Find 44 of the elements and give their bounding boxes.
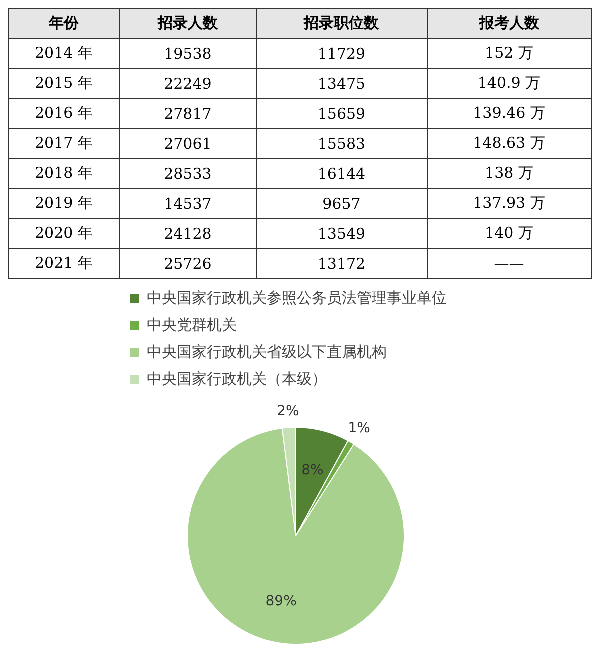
y-tick-label: 2015 年 <box>8 68 120 98</box>
data-label: 16144 <box>256 158 428 188</box>
data-label: 148.63 万 <box>427 128 592 158</box>
data-label: 27817 <box>120 98 256 128</box>
x-tick-label: 报考人数 <box>427 8 592 38</box>
data-label: 9657 <box>256 188 428 218</box>
data-label: 27061 <box>120 128 256 158</box>
x-tick-label: 招录职位数 <box>256 8 428 38</box>
y-axis-title: 年份 <box>8 8 120 38</box>
data-label: 19538 <box>120 38 256 68</box>
data-label: 24128 <box>120 218 256 248</box>
y-tick-label: 2019 年 <box>8 188 120 218</box>
legend-label: 中央国家行政机关参照公务员法管理事业单位 <box>147 289 447 308</box>
y-tick-label: 2017 年 <box>8 128 120 158</box>
data-label: 28533 <box>120 158 256 188</box>
x-tick-label: 招录人数 <box>120 8 256 38</box>
data-label: 8% <box>302 462 324 478</box>
data-label: 89% <box>266 593 297 610</box>
data-label: 139.46 万 <box>427 98 592 128</box>
data-label: 137.93 万 <box>427 188 592 218</box>
data-label: 15583 <box>256 128 428 158</box>
data-label: 140 万 <box>427 218 592 248</box>
data-label: 13549 <box>256 218 428 248</box>
legend-label: 中央国家行政机关省级以下直属机构 <box>147 343 387 362</box>
y-tick-label: 2021 年 <box>8 248 120 278</box>
y-tick-label: 2014 年 <box>8 38 120 68</box>
data-label: 14537 <box>120 188 256 218</box>
text: —— <box>494 254 524 272</box>
legend-label: 中央国家行政机关（本级） <box>147 370 327 389</box>
legend-label: 中央党群机关 <box>147 316 237 335</box>
data-label: 2% <box>277 403 300 420</box>
y-tick-label: 2018 年 <box>8 158 120 188</box>
y-tick-label: 2016 年 <box>8 98 120 128</box>
data-label: 1% <box>348 420 370 436</box>
data-label: 140.9 万 <box>427 68 592 98</box>
data-label: 25726 <box>120 248 256 278</box>
y-tick-label: 2020 年 <box>8 218 120 248</box>
data-label: 152 万 <box>427 38 592 68</box>
data-label: 22249 <box>120 68 256 98</box>
data-label: 138 万 <box>427 158 592 188</box>
data-label: 13475 <box>256 68 428 98</box>
data-label: 13172 <box>256 248 428 278</box>
data-label: 11729 <box>256 38 428 68</box>
data-label: 15659 <box>256 98 428 128</box>
